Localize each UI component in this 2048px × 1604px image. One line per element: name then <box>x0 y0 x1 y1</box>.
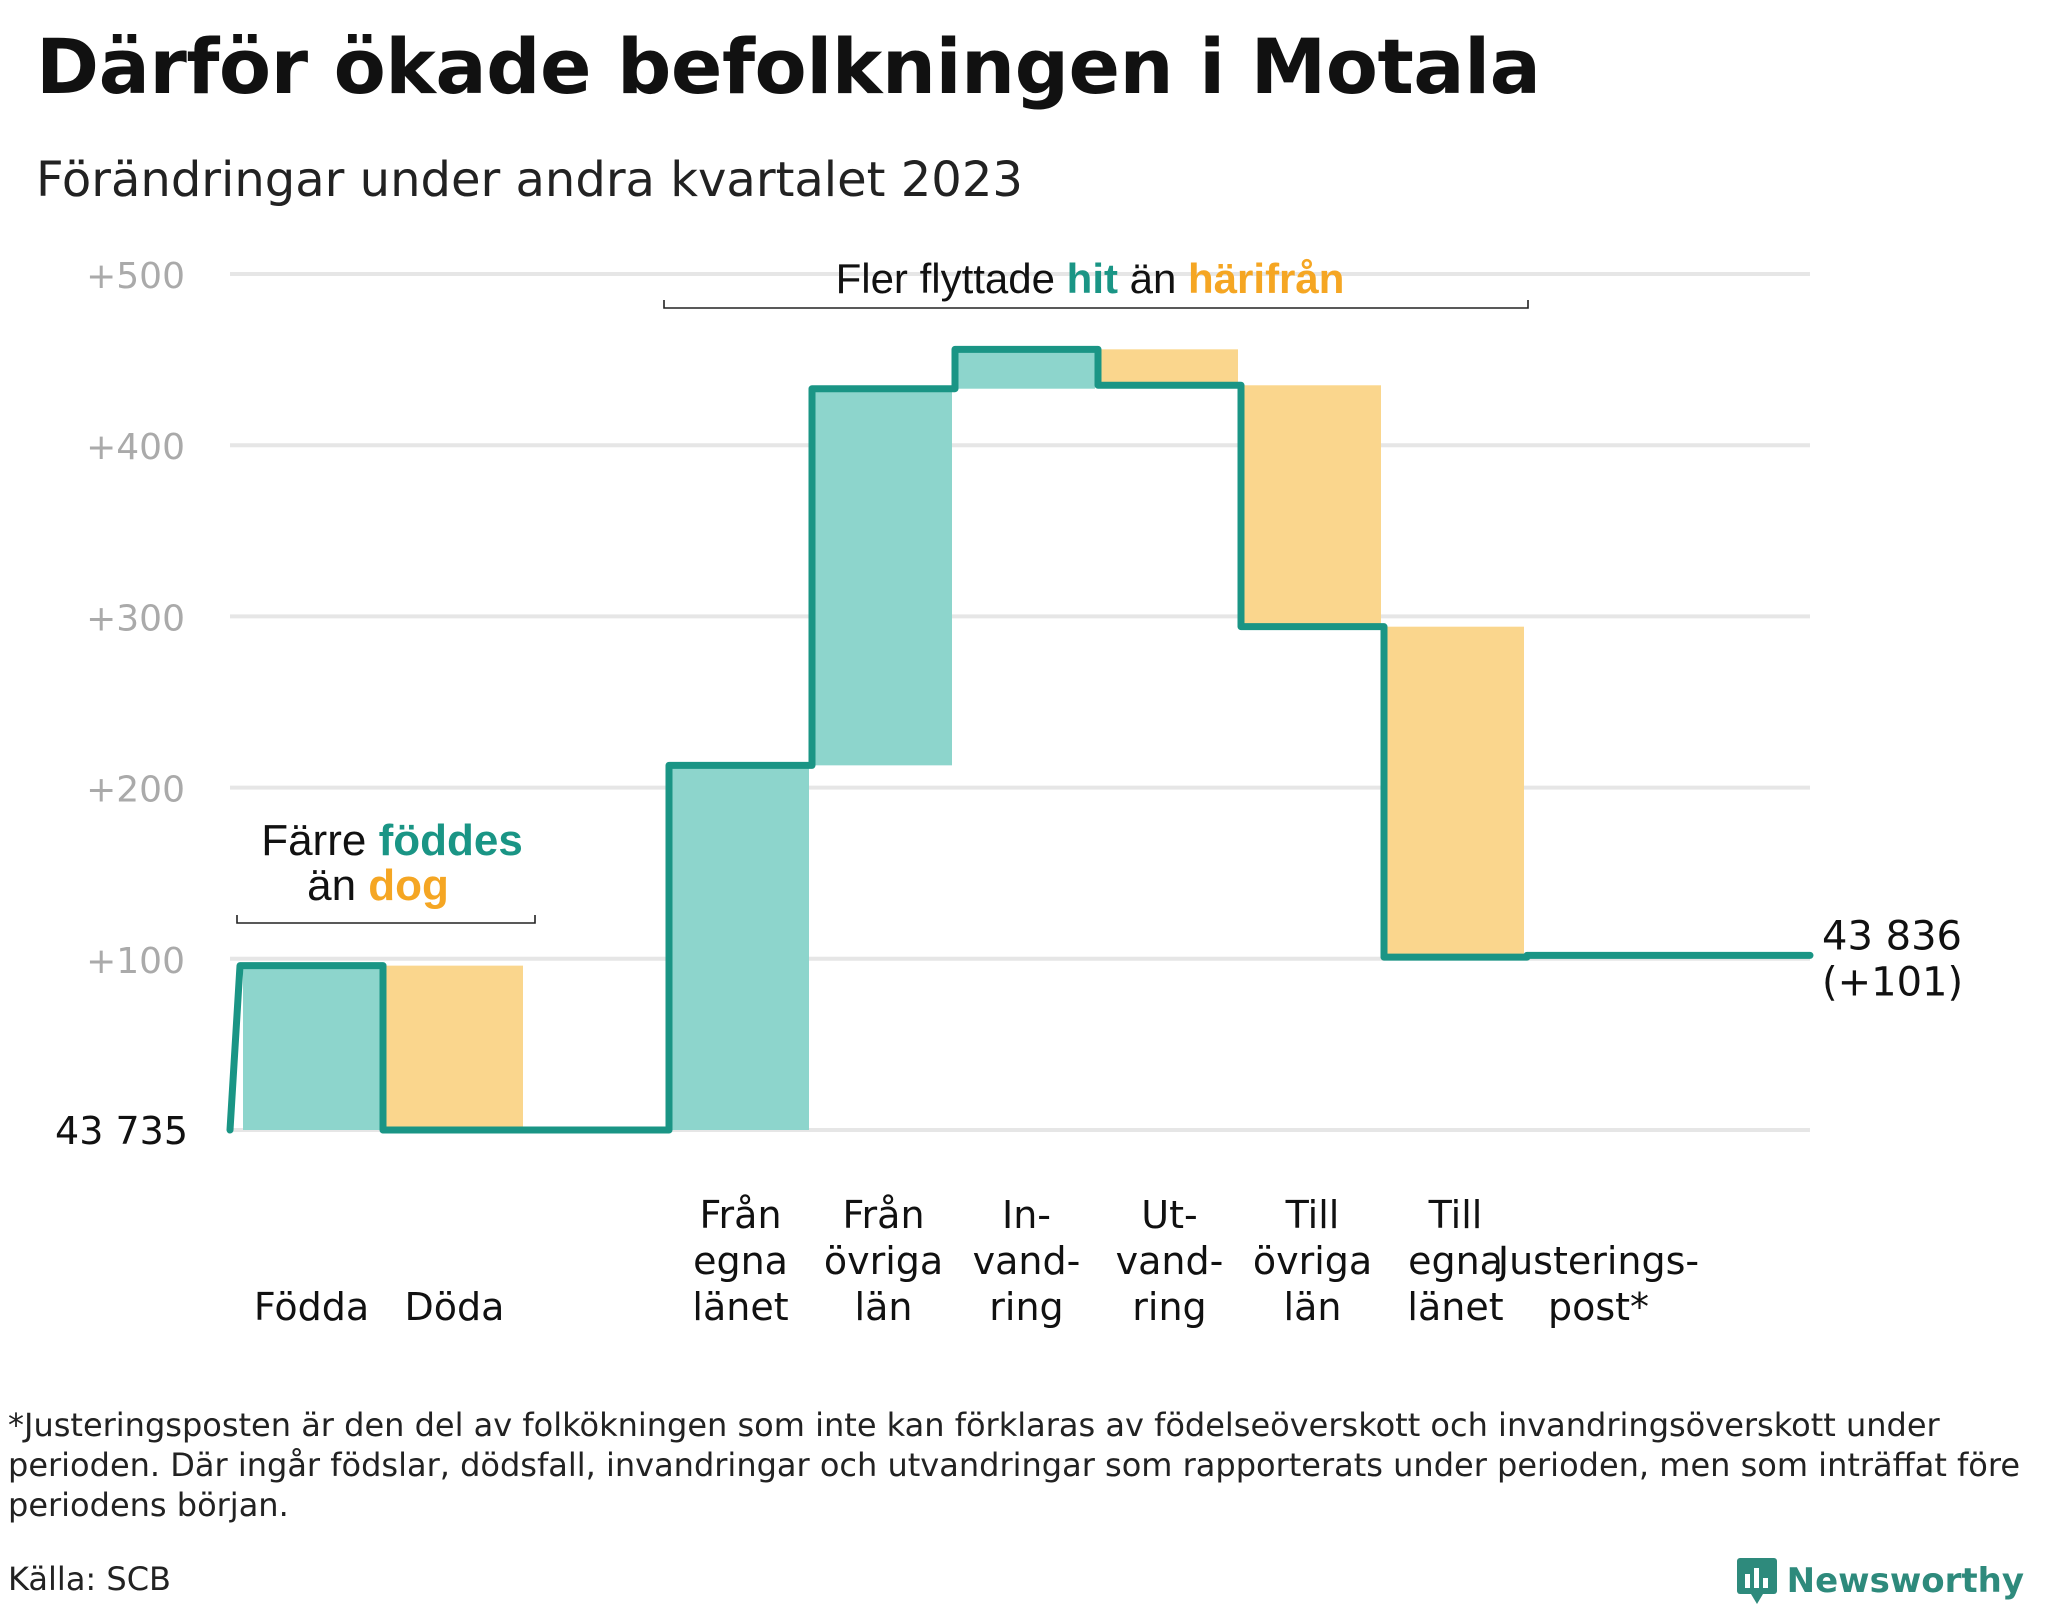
cumulative-step-line <box>226 345 1814 1134</box>
category-label: Justerings- <box>1496 1239 1699 1283</box>
category-label: Från <box>699 1193 781 1237</box>
waterfall-bar <box>1387 626 1524 958</box>
annotation-text-part: hit <box>1067 255 1118 302</box>
annotation-births-deaths-line2: än dog <box>307 861 449 910</box>
annotation-text-part: än <box>307 861 368 910</box>
y-tick-label: +200 <box>86 770 185 811</box>
annotation-text-part: härifrån <box>1188 255 1344 302</box>
category-label: länet <box>692 1285 788 1329</box>
chart-title: Därför ökade befolkningen i Motala <box>36 22 1541 111</box>
category-label: vand- <box>1116 1239 1224 1283</box>
waterfall-bar <box>1101 349 1238 386</box>
category-label: länet <box>1407 1285 1503 1329</box>
waterfall-bar <box>386 965 523 1130</box>
category-label: övriga <box>824 1239 943 1283</box>
category-label: Födda <box>254 1285 369 1329</box>
annotation-text-part: dog <box>368 861 449 910</box>
annotation-births-deaths-line1: Färre föddes <box>261 816 523 865</box>
y-tick-label: +400 <box>86 427 185 468</box>
category-label: In- <box>1002 1193 1051 1237</box>
y-tick-label: +300 <box>86 598 185 639</box>
waterfall-chart: +100 +200 +300 +400 +500 43 735 Födda Döda Från… <box>55 255 1963 1329</box>
end-value-label: (+101) <box>1822 959 1963 1005</box>
footnote: *Justeringsposten är den del av folkökni… <box>8 1406 2021 1524</box>
category-label: län <box>1284 1285 1342 1329</box>
brand-name: Newsworthy <box>1786 1561 2024 1601</box>
annotation-bracket <box>663 300 1529 309</box>
source-label: Källa: SCB <box>8 1560 171 1598</box>
waterfall-bar <box>672 765 809 1130</box>
annotation-bracket <box>236 915 536 924</box>
waterfall-bar <box>815 388 952 766</box>
chart-subtitle: Förändringar under andra kvartalet 2023 <box>36 152 1023 208</box>
newsworthy-logo-icon <box>1736 1558 1777 1604</box>
y-tick-label: +500 <box>86 256 185 297</box>
category-label: egna <box>693 1239 788 1283</box>
line-layer <box>226 345 1814 1134</box>
category-label: ring <box>989 1285 1063 1329</box>
category-label: vand- <box>973 1239 1081 1283</box>
category-label: Till <box>1285 1193 1340 1237</box>
bar-layer <box>243 349 1524 1130</box>
end-value-label: 43 836 <box>1822 913 1962 959</box>
category-label: Döda <box>405 1285 505 1329</box>
annotation-text-part: Färre <box>261 816 378 865</box>
brand: Newsworthy <box>1736 1558 2024 1604</box>
waterfall-bar <box>958 349 1095 389</box>
y-tick-label: +100 <box>86 941 185 982</box>
waterfall-bar <box>1244 385 1381 627</box>
annotation-text-part: föddes <box>379 816 523 865</box>
category-label: övriga <box>1253 1239 1372 1283</box>
category-label: post* <box>1548 1285 1649 1329</box>
category-label: Från <box>842 1193 924 1237</box>
category-label: ring <box>1132 1285 1206 1329</box>
category-label: län <box>855 1285 913 1329</box>
category-label: Ut- <box>1141 1193 1197 1237</box>
waterfall-bar <box>243 965 380 1130</box>
start-value-label: 43 735 <box>55 1109 188 1153</box>
grid-layer: +100 +200 +300 +400 +500 <box>86 256 1810 1132</box>
category-label: Till <box>1428 1193 1483 1237</box>
annotation-text-part: än <box>1118 255 1188 302</box>
annotation-migration: Fler flyttade hit än härifrån <box>836 255 1345 302</box>
annotation-text-part: Fler flyttade <box>836 255 1067 302</box>
category-label: egna <box>1408 1239 1503 1283</box>
